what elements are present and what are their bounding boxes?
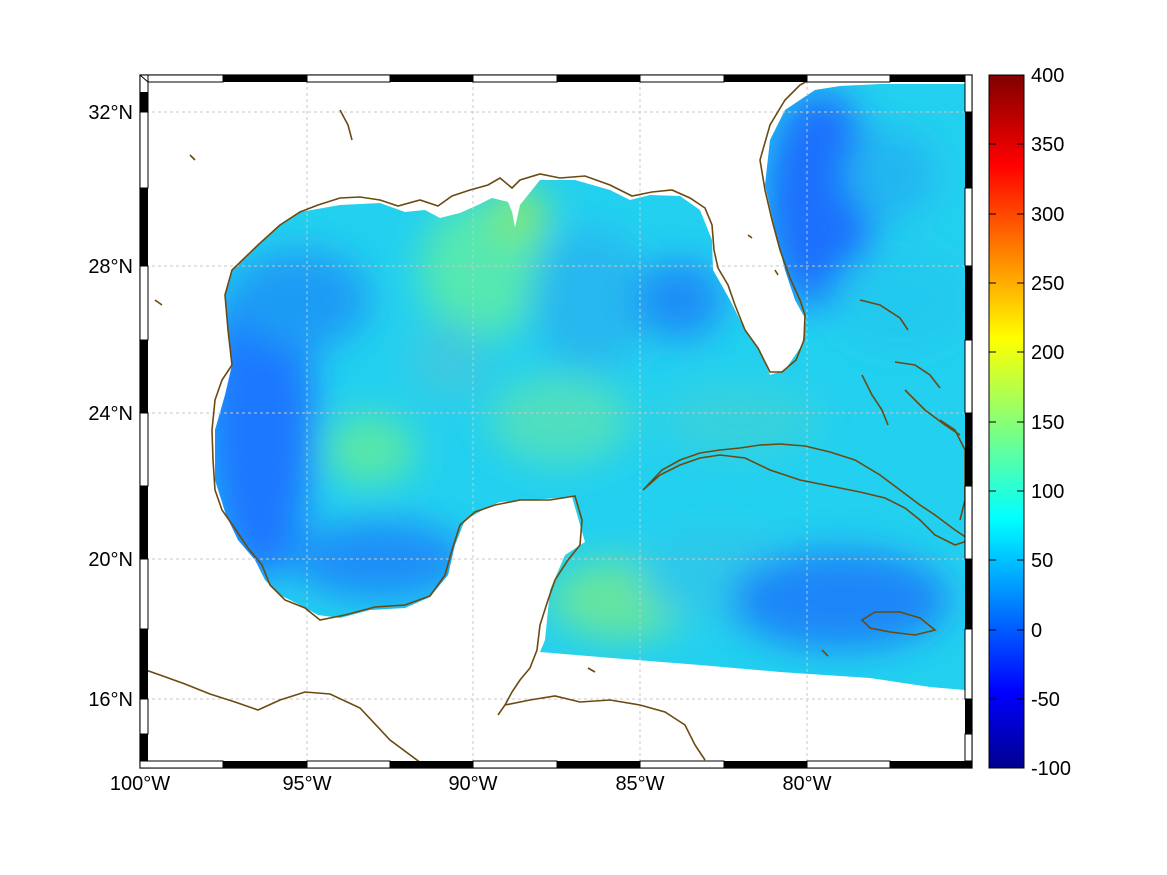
lon-label-95: 95°W bbox=[282, 773, 331, 795]
colorbar-ticks bbox=[989, 143, 1024, 700]
lon-label-80: 80°W bbox=[782, 773, 831, 795]
colorbar-label: -50 bbox=[1031, 689, 1060, 711]
longitude-labels: 100°W 95°W 90°W 85°W 80°W bbox=[110, 773, 832, 795]
colorbar-label: 150 bbox=[1031, 412, 1064, 434]
colorbar-label: 100 bbox=[1031, 481, 1064, 503]
colorbar-label: 50 bbox=[1031, 550, 1053, 572]
lon-label-90: 90°W bbox=[448, 773, 497, 795]
colorbar-label: 400 bbox=[1031, 65, 1064, 87]
lat-label-24: 24°N bbox=[88, 403, 133, 425]
lon-label-100: 100°W bbox=[110, 773, 170, 795]
latitude-labels: 32°N 28°N 24°N 20°N 16°N bbox=[88, 102, 133, 711]
colorbar-label: 250 bbox=[1031, 273, 1064, 295]
colorbar-label: 200 bbox=[1031, 342, 1064, 364]
colorbar-label: 300 bbox=[1031, 204, 1064, 226]
lat-label-20: 20°N bbox=[88, 549, 133, 571]
colorbar-label: 350 bbox=[1031, 134, 1064, 156]
lat-label-32: 32°N bbox=[88, 102, 133, 124]
colorbar-label: -100 bbox=[1031, 758, 1071, 780]
map-border-ticks bbox=[139, 74, 973, 769]
lon-label-85: 85°W bbox=[615, 773, 664, 795]
colorbar-labels: 400 350 300 250 200 150 100 50 0 -50 -10… bbox=[1031, 65, 1071, 780]
lat-label-28: 28°N bbox=[88, 256, 133, 278]
colorbar-label: 0 bbox=[1031, 620, 1042, 642]
lat-label-16: 16°N bbox=[88, 689, 133, 711]
graticule bbox=[140, 75, 972, 768]
coastlines bbox=[139, 74, 972, 767]
